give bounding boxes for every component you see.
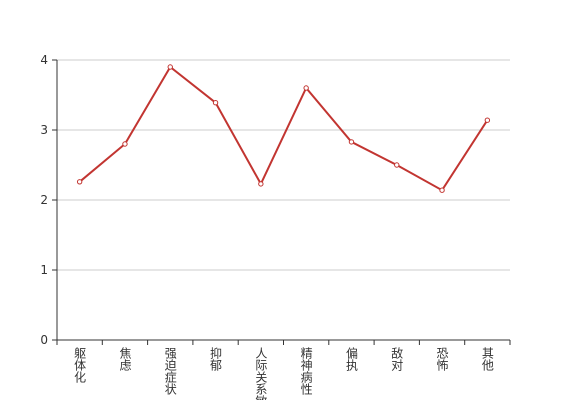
point — [258, 181, 264, 187]
point — [76, 179, 83, 185]
point — [212, 100, 219, 106]
x-tick-label: 恐怖 — [435, 347, 449, 371]
x-tick-label: 抑郁 — [209, 346, 223, 372]
x-tick-label: 偏执 — [344, 346, 358, 372]
x-tick-label: 精神病性 — [299, 347, 313, 396]
point — [394, 162, 400, 168]
x-tick-label: 焦虑 — [118, 347, 132, 371]
point — [484, 117, 491, 123]
point — [122, 141, 128, 147]
x-tick-label: 人际关系敏感 — [254, 347, 268, 400]
point — [167, 64, 173, 70]
x-tick-label: 强迫症状 — [163, 347, 177, 395]
y-tick-label: 3 — [40, 123, 48, 137]
x-tick-label: 躯体化 — [73, 346, 87, 384]
point — [348, 139, 355, 145]
y-tick-label: 0 — [40, 333, 48, 347]
x-tick-label: 敌对 — [390, 346, 404, 371]
y-tick-label: 1 — [40, 263, 48, 277]
point — [303, 85, 309, 91]
x-tick-label: 其他 — [480, 347, 494, 371]
line — [79, 65, 489, 192]
point — [439, 187, 445, 193]
y-tick-label: 2 — [40, 193, 48, 207]
y-tick-label: 4 — [40, 53, 48, 67]
